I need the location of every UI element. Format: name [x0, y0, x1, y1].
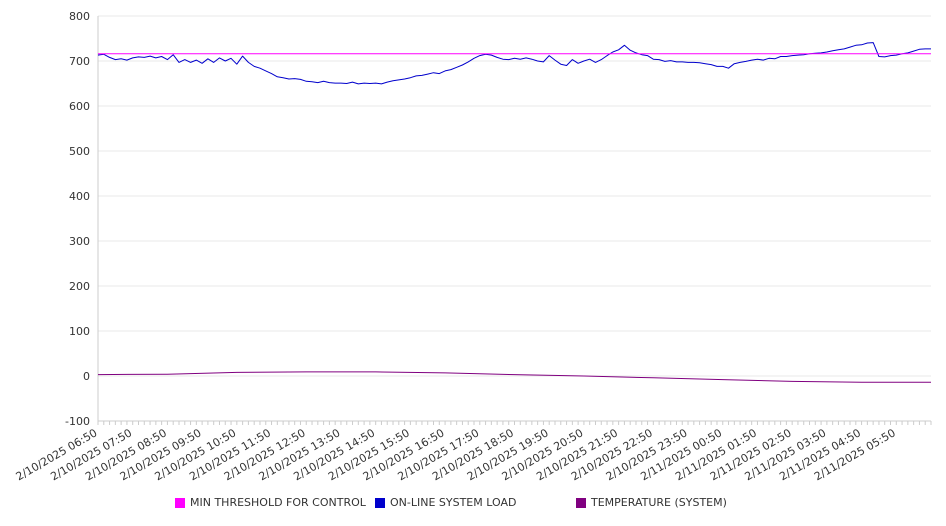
y-tick-label: 800: [69, 10, 90, 23]
legend-label-load: ON-LINE SYSTEM LOAD: [390, 496, 517, 509]
y-tick-label: -100: [65, 415, 90, 428]
series-line-load: [97, 42, 931, 85]
legend-item-threshold[interactable]: MIN THRESHOLD FOR CONTROL: [175, 496, 366, 509]
y-axis: -100 0 100 200 300 400 500 600 700 800: [65, 10, 90, 428]
legend-label-temperature: TEMPERATURE (SYSTEM): [591, 496, 727, 509]
legend-label-threshold: MIN THRESHOLD FOR CONTROL: [190, 496, 366, 509]
y-tick-label: 200: [69, 280, 90, 293]
y-tick-label: 400: [69, 190, 90, 203]
y-tick-label: 300: [69, 235, 90, 248]
gridlines: [98, 15, 931, 377]
legend-swatch-threshold: [175, 497, 185, 508]
legend-item-load[interactable]: ON-LINE SYSTEM LOAD: [375, 496, 516, 509]
legend-item-temperature[interactable]: TEMPERATURE (SYSTEM): [576, 496, 727, 509]
line-chart: -100 0 100 200 300 400 500 600 700 800 2/10/2025 …: [14, 10, 932, 483]
series-line-temperature: [97, 371, 931, 383]
legend-swatch-temperature: [576, 497, 586, 508]
y-tick-label: 700: [69, 55, 90, 68]
y-tick-label: 100: [69, 325, 90, 338]
y-tick-label: 0: [83, 370, 90, 383]
y-tick-label: 500: [69, 145, 90, 158]
legend: MIN THRESHOLD FOR CONTROL ON-LINE SYSTEM…: [0, 496, 946, 516]
legend-swatch-load: [375, 497, 385, 508]
y-tick-label: 600: [69, 100, 90, 113]
x-axis: 2/10/2025 06:502/10/2025 07:502/10/2025 …: [14, 16, 932, 483]
series-lines: [97, 42, 931, 383]
